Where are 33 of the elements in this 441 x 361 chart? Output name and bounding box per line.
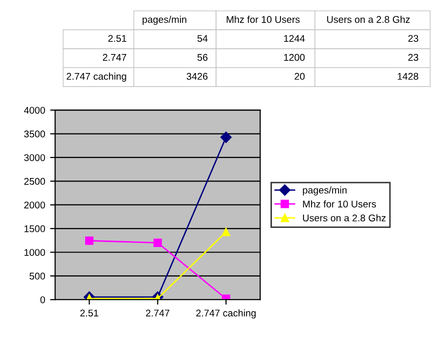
x-tick-label: 2.51 (80, 310, 98, 316)
y-tick-label: 1000 (24, 248, 46, 256)
x-tick-label: 2.747 caching (196, 309, 256, 318)
series-label: pages/min (142, 16, 186, 25)
y-tick-label: 2000 (24, 202, 46, 208)
data-label: 3426 (186, 72, 208, 80)
category-label: 2.747 (102, 54, 126, 61)
data-label: 23 (408, 34, 418, 42)
point (85, 236, 94, 245)
y-tick-label: 500 (30, 272, 46, 280)
data-label: 54 (197, 35, 208, 42)
series-label: Users on a 2.8 Ghz (327, 16, 410, 23)
point (153, 238, 162, 247)
data-label: 1428 (398, 72, 418, 80)
data-label: 1244 (284, 34, 305, 42)
series-label: Mhz for 10 Users (226, 16, 300, 23)
legend-label: Users on a 2.8 Ghz (303, 214, 386, 222)
y-tick-label: 1500 (24, 225, 46, 232)
point (222, 228, 230, 236)
y-tick-label: 0 (40, 296, 46, 304)
x-tick-label: 2.747 (146, 310, 170, 316)
category-label: 2.51 (108, 34, 126, 42)
data-label: 20 (294, 72, 305, 80)
category-label: 2.747 caching (66, 72, 126, 82)
data-label: 1200 (284, 54, 305, 61)
y-tick-label: 4000 (24, 106, 46, 114)
legend-label: pages/min (302, 186, 347, 196)
y-tick-label: 2500 (24, 178, 46, 185)
data-label: 23 (408, 54, 418, 61)
y-tick-label: 3000 (24, 154, 46, 162)
legend-label: Mhz for 10 Users (303, 200, 376, 208)
data-label: 56 (197, 54, 208, 61)
y-tick-label: 3500 (24, 130, 46, 138)
